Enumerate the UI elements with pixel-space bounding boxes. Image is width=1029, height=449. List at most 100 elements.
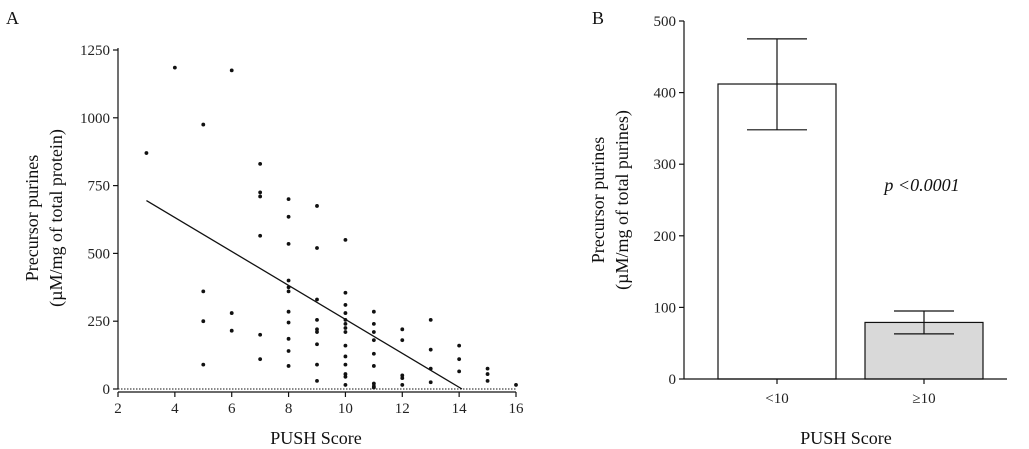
panel-a-data-point (343, 303, 348, 307)
panel-a-data-point (286, 320, 291, 325)
panel-a-data-point (258, 233, 263, 238)
panel-a-data-point (286, 336, 291, 341)
panel-a-scatter-chart: A 0 250 500 750 1000 1250 2 4 6 8 10 12 14 16 PUSH S… (6, 8, 524, 448)
panel-a-data-point (258, 190, 263, 195)
panel-a-y-axis-title-line1: Precursor purines (22, 155, 42, 281)
panel-a-data-point (428, 317, 433, 322)
panel-a-data-point (343, 374, 348, 379)
panel-a-data-point (286, 278, 291, 283)
panel-a-y-tick-label: 1000 (80, 111, 110, 127)
panel-a-data-point (343, 311, 348, 315)
panel-b-bar (717, 83, 837, 380)
panel-a-data-point (371, 385, 376, 390)
panel-a-data-point (343, 383, 348, 387)
panel-b-x-axis-title: PUSH Score (800, 428, 892, 448)
panel-a-data-point (315, 297, 319, 302)
panel-a-x-tick-label: 8 (285, 401, 293, 417)
panel-a-data-point (201, 362, 206, 367)
panel-a-data-point (400, 373, 405, 378)
panel-a-data-point (428, 380, 433, 385)
panel-a-data-point (371, 309, 376, 314)
panel-a-data-point (229, 328, 234, 333)
panel-b-x-tick-label: <10 (765, 391, 788, 407)
panel-b-y-ticks: 0 100 200 300 400 500 (654, 14, 684, 388)
panel-a-x-tick-label: 12 (395, 401, 410, 417)
panel-a-data-point (400, 338, 405, 343)
panel-b-y-axis-title-line2: (µM/mg of total purines) (612, 110, 633, 290)
panel-a-data-point (201, 289, 206, 294)
panel-a-data-point (428, 347, 433, 352)
panel-a-data-point (371, 330, 376, 334)
panel-a-data-point (343, 326, 348, 330)
panel-a-data-point (371, 322, 376, 326)
panel-a-y-tick-label: 1250 (80, 43, 110, 59)
panel-b-y-tick-label: 500 (654, 14, 677, 30)
panel-a-data-point (400, 383, 405, 387)
panel-a-data-point (371, 364, 376, 368)
panel-a-data-point (371, 351, 376, 356)
panel-a-data-point (315, 342, 319, 347)
panel-a-data-point (343, 237, 348, 242)
panel-a-data-point (258, 332, 263, 337)
panel-a-x-tick-label: 6 (228, 401, 236, 417)
panel-a-y-tick-label: 750 (88, 179, 111, 195)
panel-a-data-point (343, 362, 348, 367)
panel-a-data-point (144, 151, 149, 155)
panel-a-y-tick-label: 250 (88, 314, 111, 330)
panel-a-data-point (343, 330, 348, 334)
panel-b-y-axis-title-line1: Precursor purines (588, 137, 608, 263)
panel-a-x-tick-label: 2 (114, 401, 122, 417)
panel-a-data-point (172, 65, 177, 70)
panel-a-data-point (315, 246, 319, 250)
panel-a-data-point (315, 204, 319, 208)
panel-a-data-point (343, 322, 348, 326)
panel-b-x-ticks: <10 ≥10 (765, 379, 936, 407)
panel-a-data-point (343, 372, 348, 376)
panel-a-x-tick-label: 16 (509, 401, 525, 417)
panel-b-bar-chart: B 0 100 200 300 400 500 <10 ≥10 p <0.0001 PUSH… (588, 8, 1007, 448)
panel-a-data-point (315, 362, 319, 367)
panel-a-data-point (457, 343, 462, 348)
panel-a-data-point (457, 369, 462, 374)
panel-a-x-ticks: 2 4 6 8 10 12 14 16 (114, 392, 524, 417)
panel-a-data-point (343, 354, 348, 359)
panel-a-x-axis-title: PUSH Score (270, 428, 362, 448)
panel-a-data-point (315, 317, 319, 322)
panel-b-y-tick-label: 100 (654, 300, 677, 316)
panel-a-data-point (258, 357, 263, 362)
panel-a-data-point (371, 338, 376, 343)
panel-a-data-point (315, 327, 319, 332)
panel-a-data-point (286, 364, 291, 368)
panel-a-y-tick-label: 500 (88, 246, 111, 262)
panel-b-p-value-annotation: p <0.0001 (882, 175, 959, 195)
panel-b-x-tick-label: ≥10 (912, 391, 935, 407)
panel-a-x-tick-label: 4 (171, 401, 179, 417)
panel-a-label: A (6, 8, 19, 28)
panel-a-data-point (457, 357, 462, 362)
panel-a-data-point (485, 372, 490, 376)
panel-a-x-tick-label: 14 (452, 401, 468, 417)
panel-b-error-bars (747, 38, 954, 335)
panel-a-data-point (485, 366, 490, 371)
panel-a-data-point (258, 194, 263, 199)
panel-a-data-point (343, 343, 348, 348)
panel-a-data-point (229, 311, 234, 315)
panel-b-y-tick-label: 200 (654, 229, 677, 245)
panel-a-data-point (514, 383, 518, 387)
panel-a-data-point (201, 319, 206, 324)
panel-a-data-point (371, 381, 376, 386)
panel-a-points (144, 65, 518, 390)
panel-a-data-point (229, 68, 234, 73)
panel-a-data-point (315, 378, 319, 383)
panel-a-y-ticks: 0 250 500 750 1000 1250 (80, 43, 118, 398)
panel-a-data-point (485, 378, 490, 383)
panel-a-data-point (315, 330, 319, 334)
panel-a-data-point (286, 309, 291, 314)
panel-a-data-point (286, 197, 291, 202)
panel-b-y-tick-label: 0 (669, 372, 677, 388)
panel-a-data-point (286, 242, 291, 246)
panel-a-data-point (201, 122, 206, 127)
panel-a-y-tick-label: 0 (103, 382, 111, 398)
panel-a-data-point (286, 214, 291, 219)
